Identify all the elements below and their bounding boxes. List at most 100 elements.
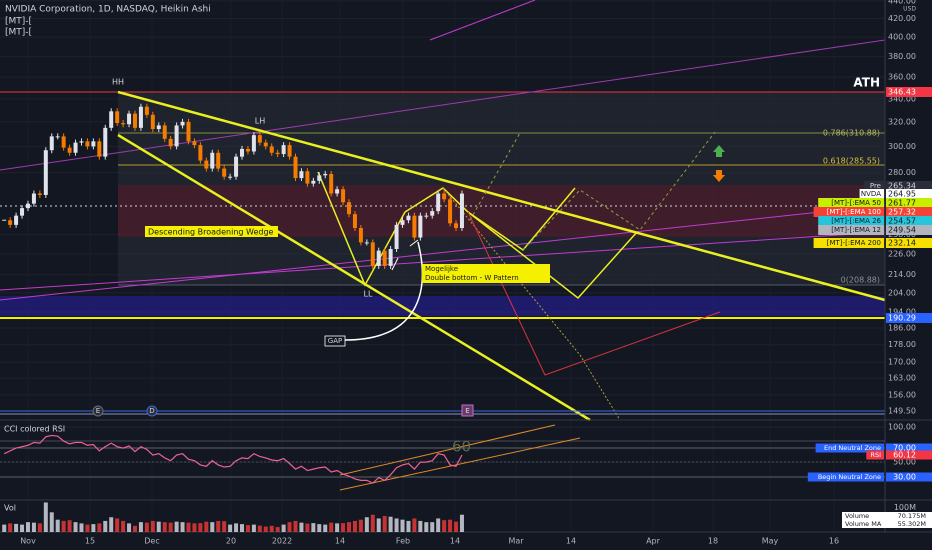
time-tick-label: Feb [396, 537, 410, 546]
candle [67, 147, 72, 153]
price-tags: 346.43 ATH 265.34 Pre 264.95 NVDA 261.77 [MT]-[… [807, 76, 932, 528]
volume-bar [424, 522, 429, 532]
drawings-line [117, 133, 591, 422]
drawings-rect [716, 152, 722, 157]
candle [73, 142, 78, 153]
lh-label: LH [255, 117, 265, 126]
rsi [3, 434, 463, 484]
volume-bar [192, 523, 197, 532]
w-pattern-box [422, 264, 550, 283]
volume-bar [25, 522, 30, 532]
candle [14, 215, 19, 225]
candle [192, 141, 197, 146]
price-tag-box [886, 87, 932, 97]
price-tag-name-box [818, 198, 884, 208]
gap-label: GAP [328, 337, 342, 345]
time-tick-label: 16 [829, 537, 839, 546]
volume-bar [400, 519, 405, 532]
candle [394, 224, 399, 249]
candle [180, 121, 185, 126]
volume-bar [121, 520, 126, 532]
candle [138, 106, 143, 128]
volume-legend-box [842, 520, 932, 528]
event-label[interactable]: E [465, 407, 469, 415]
volume-title[interactable]: Vol [4, 504, 16, 513]
candle [388, 248, 393, 266]
volume-bar [329, 522, 334, 532]
volume-bar [436, 518, 441, 532]
rsi-tick-label: 50.00 [893, 458, 916, 467]
volume-bar [174, 521, 179, 532]
price-tick-label: 400.00 [888, 33, 916, 42]
drawings-path [391, 239, 419, 271]
indicator-label[interactable]: [MT]-[ [5, 17, 32, 27]
candle [115, 111, 120, 124]
volume-legend-value: 55.302M [898, 520, 926, 528]
candle [299, 171, 304, 179]
drawings-polyline [469, 132, 521, 221]
candle [317, 175, 322, 181]
candle [305, 171, 310, 184]
volume-legend-value: 70.175M [898, 512, 926, 520]
price-tick-label: 320.00 [888, 117, 916, 126]
drawings-line [0, 231, 886, 291]
price-tag-box [886, 238, 932, 248]
candle [150, 114, 155, 130]
time-tick-label: Apr [646, 537, 661, 546]
volume-bar [55, 519, 60, 532]
volume-bar [210, 522, 215, 532]
candle [168, 138, 173, 147]
candle [257, 135, 262, 143]
candle [269, 146, 274, 153]
candle [459, 193, 464, 229]
price-tag-box [886, 313, 932, 323]
fib-label: 0.618(285.55) [823, 157, 880, 166]
indicator-label[interactable]: [MT]-[ [5, 28, 32, 38]
candle [216, 152, 221, 169]
candle [8, 220, 13, 225]
candle [329, 173, 334, 194]
rsi-tag-value: 30.00 [893, 473, 916, 482]
volume-bar [269, 525, 274, 532]
event-marker[interactable] [461, 404, 474, 417]
candle [347, 202, 352, 215]
header: NVIDIA Corporation, 1D, NASDAQ, Heikin A… [5, 5, 211, 38]
volume-bar [323, 524, 328, 532]
price-tick-label: 194.00 [888, 308, 916, 317]
price-tag-name: Pre [870, 182, 881, 190]
candle [412, 215, 417, 238]
price-tag-value: 264.95 [888, 190, 916, 199]
event-label[interactable]: D [149, 407, 154, 415]
panes-line [339, 424, 556, 476]
candle [352, 214, 357, 229]
volume-bar [127, 523, 132, 532]
volume-bar [251, 524, 256, 532]
rsi-title[interactable]: CCI colored RSI [4, 425, 65, 434]
event-label[interactable]: E [96, 407, 100, 415]
volume-bar [20, 524, 25, 532]
volume-bar [412, 518, 417, 532]
price-tag-value: 254.57 [888, 217, 916, 226]
candle [79, 141, 84, 143]
drawings-rect [0, 296, 885, 316]
price-tag-name-box [813, 207, 884, 217]
volume-bar [204, 521, 209, 532]
candle [20, 208, 25, 216]
candle [448, 199, 453, 224]
candle [234, 156, 239, 177]
price-tag-name-box [864, 181, 884, 191]
axes: USD 440.00 420.00 400.00 380.00 360.00 340.00… [20, 0, 916, 546]
volume [2, 502, 464, 532]
rsi-tag-name: End Neutral Zone [824, 444, 881, 452]
rsi-tag-box [886, 472, 932, 482]
volume-bar [31, 522, 36, 532]
event-marker[interactable] [92, 405, 104, 417]
volume-bar [376, 518, 381, 532]
symbol-title: NVIDIA Corporation, 1D, NASDAQ, Heikin A… [5, 5, 211, 15]
price-tick-label: 380.00 [888, 52, 916, 61]
volume-bar [352, 520, 357, 532]
candle [43, 150, 48, 195]
event-marker[interactable] [146, 405, 158, 417]
drawings-path [344, 241, 424, 341]
